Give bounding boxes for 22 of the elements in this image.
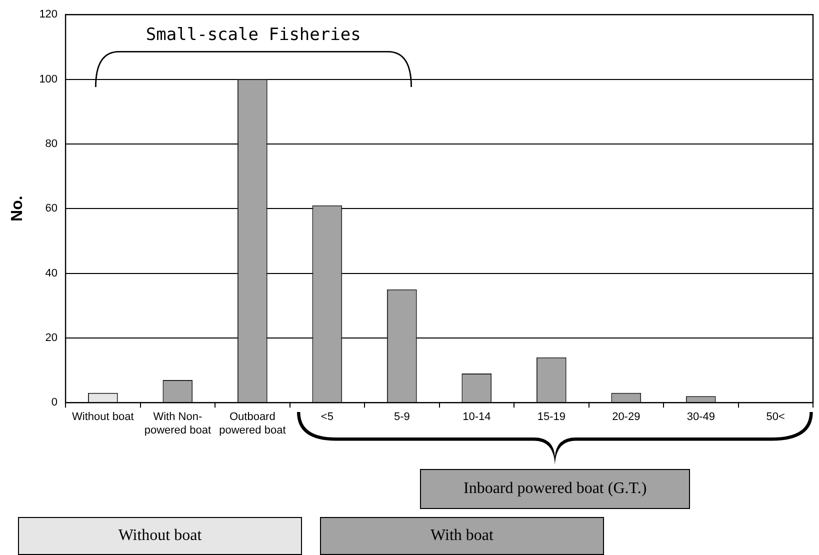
y-axis-title: No. [9, 196, 26, 222]
y-tick-label: 0 [51, 396, 58, 409]
x-tick-label: 5-9 [394, 411, 410, 424]
x-tick-label: With Non-powered boat [144, 411, 212, 436]
text: Inboard powered boat (G.T.) [420, 468, 690, 509]
y-tick-label: 80 [45, 138, 58, 150]
y-tick-label: 60 [45, 202, 58, 215]
x-tick-label: <5 [320, 411, 334, 424]
x-tick-label: 20-29 [612, 411, 640, 424]
x-tick-label: 15-19 [537, 411, 566, 424]
text: Without boat [18, 517, 302, 555]
x-tick-label: 50< [766, 411, 785, 424]
text: With boat [320, 517, 604, 555]
y-tick-label: 120 [39, 8, 58, 21]
x-tick-label: Without boat [72, 411, 134, 424]
x-tick-label: Outboard powered boat [219, 411, 286, 436]
y-tick-label: 20 [45, 332, 58, 344]
x-tick-label: 30-49 [686, 411, 715, 424]
x-tick-label: 10-14 [462, 411, 491, 424]
y-tick-label: 40 [45, 267, 58, 280]
annotation: Small-scale Fisheries [146, 25, 361, 46]
y-tick-label: 100 [39, 73, 58, 86]
